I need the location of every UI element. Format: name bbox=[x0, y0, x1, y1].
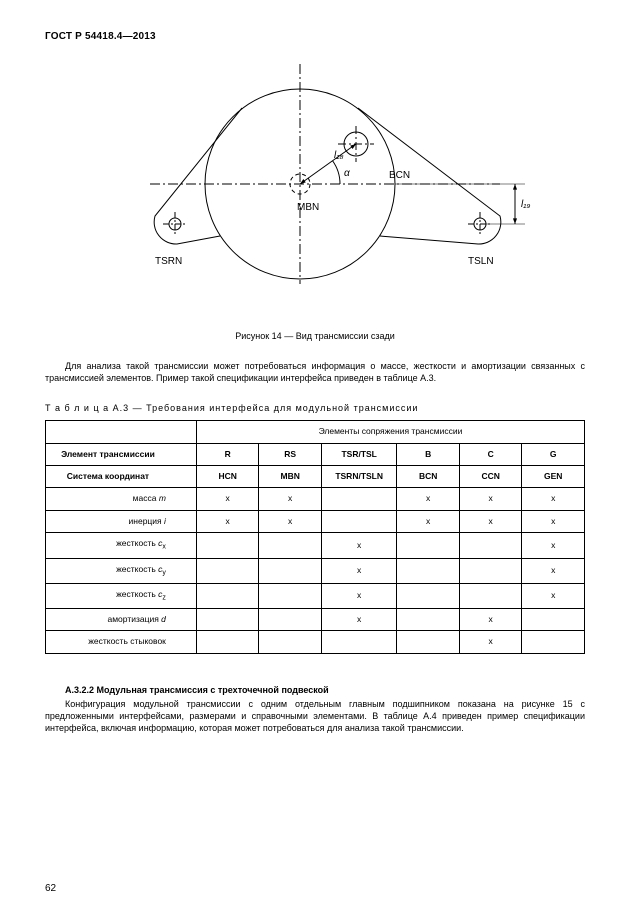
table-row: жесткость cy x x bbox=[46, 558, 585, 583]
row-label: жесткость cz bbox=[46, 583, 197, 608]
cell bbox=[522, 608, 585, 630]
cell bbox=[397, 583, 460, 608]
coord-header: MBN bbox=[259, 466, 322, 488]
section-heading: А.3.2.2 Модульная трансмиссия с трехточе… bbox=[45, 684, 585, 696]
cell: x bbox=[522, 533, 585, 558]
diagram-label: TSRN bbox=[155, 256, 182, 267]
cell: x bbox=[259, 510, 322, 532]
column-header: B bbox=[397, 443, 460, 465]
cell: x bbox=[321, 533, 396, 558]
cell: x bbox=[459, 510, 522, 532]
cell bbox=[397, 533, 460, 558]
cell bbox=[196, 583, 259, 608]
transmission-rear-view-diagram: l₁₈α l₁₉ MBN BCN TSRN TSLN bbox=[80, 54, 550, 314]
table-row: Система координатHCNMBNTSRN/TSLNBCNCCNGE… bbox=[46, 466, 585, 488]
coord-header: TSRN/TSLN bbox=[321, 466, 396, 488]
figure-14: l₁₈α l₁₉ MBN BCN TSRN TSLN bbox=[45, 54, 585, 314]
diagram-label: TSLN bbox=[468, 256, 494, 267]
row-label: жесткость cy bbox=[46, 558, 197, 583]
cell bbox=[459, 558, 522, 583]
cell: x bbox=[321, 583, 396, 608]
cell: x bbox=[397, 488, 460, 510]
cell: x bbox=[522, 558, 585, 583]
table-row: жесткость cx x x bbox=[46, 533, 585, 558]
diagram-label: l₁₉ bbox=[521, 199, 530, 210]
column-header: TSR/TSL bbox=[321, 443, 396, 465]
diagram-label: MBN bbox=[297, 202, 319, 213]
cell: x bbox=[522, 583, 585, 608]
cell bbox=[397, 608, 460, 630]
cell: x bbox=[196, 488, 259, 510]
cell bbox=[459, 583, 522, 608]
column-header: RS bbox=[259, 443, 322, 465]
header-coord: Система координат bbox=[46, 466, 197, 488]
document-id: ГОСТ Р 54418.4—2013 bbox=[45, 30, 585, 44]
figure-caption: Рисунок 14 — Вид трансмиссии сзади bbox=[45, 330, 585, 342]
diagram-label: BCN bbox=[389, 170, 410, 181]
row-label: амортизация d bbox=[46, 608, 197, 630]
coord-header: GEN bbox=[522, 466, 585, 488]
table-row: инерция ixxxxx bbox=[46, 510, 585, 532]
cell bbox=[321, 510, 396, 532]
table-row: жесткость стыковок x bbox=[46, 631, 585, 653]
cell: x bbox=[522, 488, 585, 510]
table-a3: Элементы сопряжения трансмиссии Элемент … bbox=[45, 420, 585, 654]
table-row: масса mxxxxx bbox=[46, 488, 585, 510]
cell bbox=[259, 583, 322, 608]
cell bbox=[196, 631, 259, 653]
cell bbox=[397, 631, 460, 653]
cell bbox=[259, 558, 322, 583]
cell: x bbox=[321, 608, 396, 630]
table-row: амортизация d x x bbox=[46, 608, 585, 630]
row-label: инерция i bbox=[46, 510, 197, 532]
row-label: жесткость стыковок bbox=[46, 631, 197, 653]
cell: x bbox=[522, 510, 585, 532]
coord-header: BCN bbox=[397, 466, 460, 488]
cell bbox=[196, 608, 259, 630]
coord-header: HCN bbox=[196, 466, 259, 488]
table-row: жесткость cz x x bbox=[46, 583, 585, 608]
cell bbox=[459, 533, 522, 558]
cell: x bbox=[459, 631, 522, 653]
cell: x bbox=[459, 488, 522, 510]
column-header: G bbox=[522, 443, 585, 465]
page-root: ГОСТ Р 54418.4—2013 l₁₈α l₁₉ MBN BCN TSRN TSL… bbox=[0, 0, 630, 913]
cell: x bbox=[397, 510, 460, 532]
column-header: R bbox=[196, 443, 259, 465]
cell: x bbox=[459, 608, 522, 630]
table-row: Элемент трансмиссииRRSTSR/TSLBCG bbox=[46, 443, 585, 465]
diagram-label: α bbox=[344, 168, 350, 179]
column-header: C bbox=[459, 443, 522, 465]
page-number: 62 bbox=[45, 882, 56, 896]
cell bbox=[321, 631, 396, 653]
header-element: Элемент трансмиссии bbox=[46, 443, 197, 465]
group-header: Элементы сопряжения трансмиссии bbox=[196, 421, 584, 443]
cell bbox=[321, 488, 396, 510]
cell bbox=[259, 608, 322, 630]
cell bbox=[196, 533, 259, 558]
row-label: масса m bbox=[46, 488, 197, 510]
cell bbox=[397, 558, 460, 583]
cell bbox=[259, 631, 322, 653]
diagram-label: l₁₈ bbox=[334, 150, 344, 161]
cell bbox=[196, 558, 259, 583]
cell: x bbox=[321, 558, 396, 583]
table-row: Элементы сопряжения трансмиссии bbox=[46, 421, 585, 443]
coord-header: CCN bbox=[459, 466, 522, 488]
cell bbox=[522, 631, 585, 653]
cell: x bbox=[196, 510, 259, 532]
col-element-label bbox=[46, 421, 197, 443]
section-body: Конфигурация модульной трансмиссии с одн… bbox=[45, 698, 585, 734]
paragraph-analysis: Для анализа такой трансмиссии может потр… bbox=[45, 360, 585, 384]
cell bbox=[259, 533, 322, 558]
table-a3-title: Т а б л и ц а А.3 — Требования интерфейс… bbox=[45, 402, 585, 414]
row-label: жесткость cx bbox=[46, 533, 197, 558]
cell: x bbox=[259, 488, 322, 510]
